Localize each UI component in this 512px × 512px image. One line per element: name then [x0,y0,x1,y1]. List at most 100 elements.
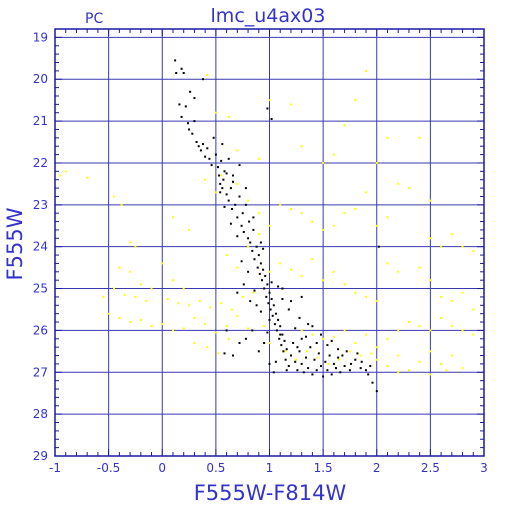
data-point [225,172,228,175]
data-point [278,337,281,340]
data-point [236,149,239,152]
data-point [327,362,330,365]
data-point [244,187,247,190]
data-point [332,362,335,365]
x-tick-labels: -1 -0.5 0 0.5 1 1.5 2 2.5 3 [49,461,488,475]
data-point [269,308,272,311]
data-point [311,258,314,261]
data-point [118,316,121,319]
data-point [300,275,303,277]
gridlines [54,29,485,457]
data-point [302,371,305,374]
data-point [450,325,453,328]
data-point [317,352,320,355]
data-point [268,224,271,227]
data-point [189,90,192,93]
data-point [429,279,432,282]
data-point [298,316,301,319]
data-point [285,369,288,372]
data-point [202,143,204,146]
data-point [294,327,297,330]
data-point [161,262,164,265]
data-point [316,356,319,359]
data-point [418,136,421,139]
data-point [262,268,265,271]
data-point [184,105,187,108]
data-point [264,275,267,277]
data-point [242,283,245,286]
data-point [268,342,271,344]
data-point [240,260,243,263]
data-point [139,318,142,321]
data-point [397,270,400,273]
data-point [175,72,178,74]
data-point [227,115,230,118]
data-point [262,247,265,250]
data-point [238,164,241,167]
data-point [397,371,400,374]
data-point [236,216,239,219]
x-tick-label: 1.5 [314,461,333,475]
data-point [397,354,400,357]
data-point [204,155,207,158]
data-point [418,325,421,328]
data-point [261,279,263,282]
data-point [238,195,241,198]
data-point [282,350,285,353]
data-point [300,329,303,332]
data-point [375,358,378,361]
data-point [343,283,346,286]
data-point [172,329,174,332]
x-tick-label: 2.5 [421,461,440,475]
data-point [187,122,189,125]
data-point [440,295,443,298]
data-point [341,354,344,357]
data-point [113,195,115,198]
data-point [236,314,239,317]
y-tick-label: 20 [33,72,48,86]
data-point [332,270,335,273]
data-point [172,279,174,282]
data-point [322,162,325,164]
data-point [305,335,307,338]
data-point [193,120,196,123]
plot-area [54,28,485,457]
data-point [320,365,322,367]
data-point [332,224,335,227]
data-point [365,69,367,72]
data-point [311,373,314,376]
data-point [270,298,273,300]
data-point [375,224,378,227]
data-point [253,289,256,292]
data-point [177,302,180,305]
data-point [271,314,274,317]
data-point [256,266,259,269]
data-point [296,346,299,349]
y-tick-label: 28 [33,407,48,421]
x-tick-label: 0 [158,461,166,475]
data-point [322,337,325,340]
data-point [231,308,233,311]
data-point [251,249,254,252]
data-point [257,157,260,160]
data-point [193,97,196,100]
y-tick-label: 24 [33,240,48,254]
data-point [313,358,316,361]
data-point [290,268,292,271]
y-tick-label: 22 [33,156,48,170]
data-point [59,174,62,177]
data-point [450,300,453,303]
data-point [279,333,282,336]
data-point [386,365,389,367]
data-point [472,333,475,336]
data-point [255,245,258,248]
data-point [287,308,290,311]
data-point [354,342,357,344]
data-point [129,321,132,323]
data-point [258,272,261,275]
data-point [225,193,228,196]
data-point [150,325,153,328]
data-point [279,203,282,206]
